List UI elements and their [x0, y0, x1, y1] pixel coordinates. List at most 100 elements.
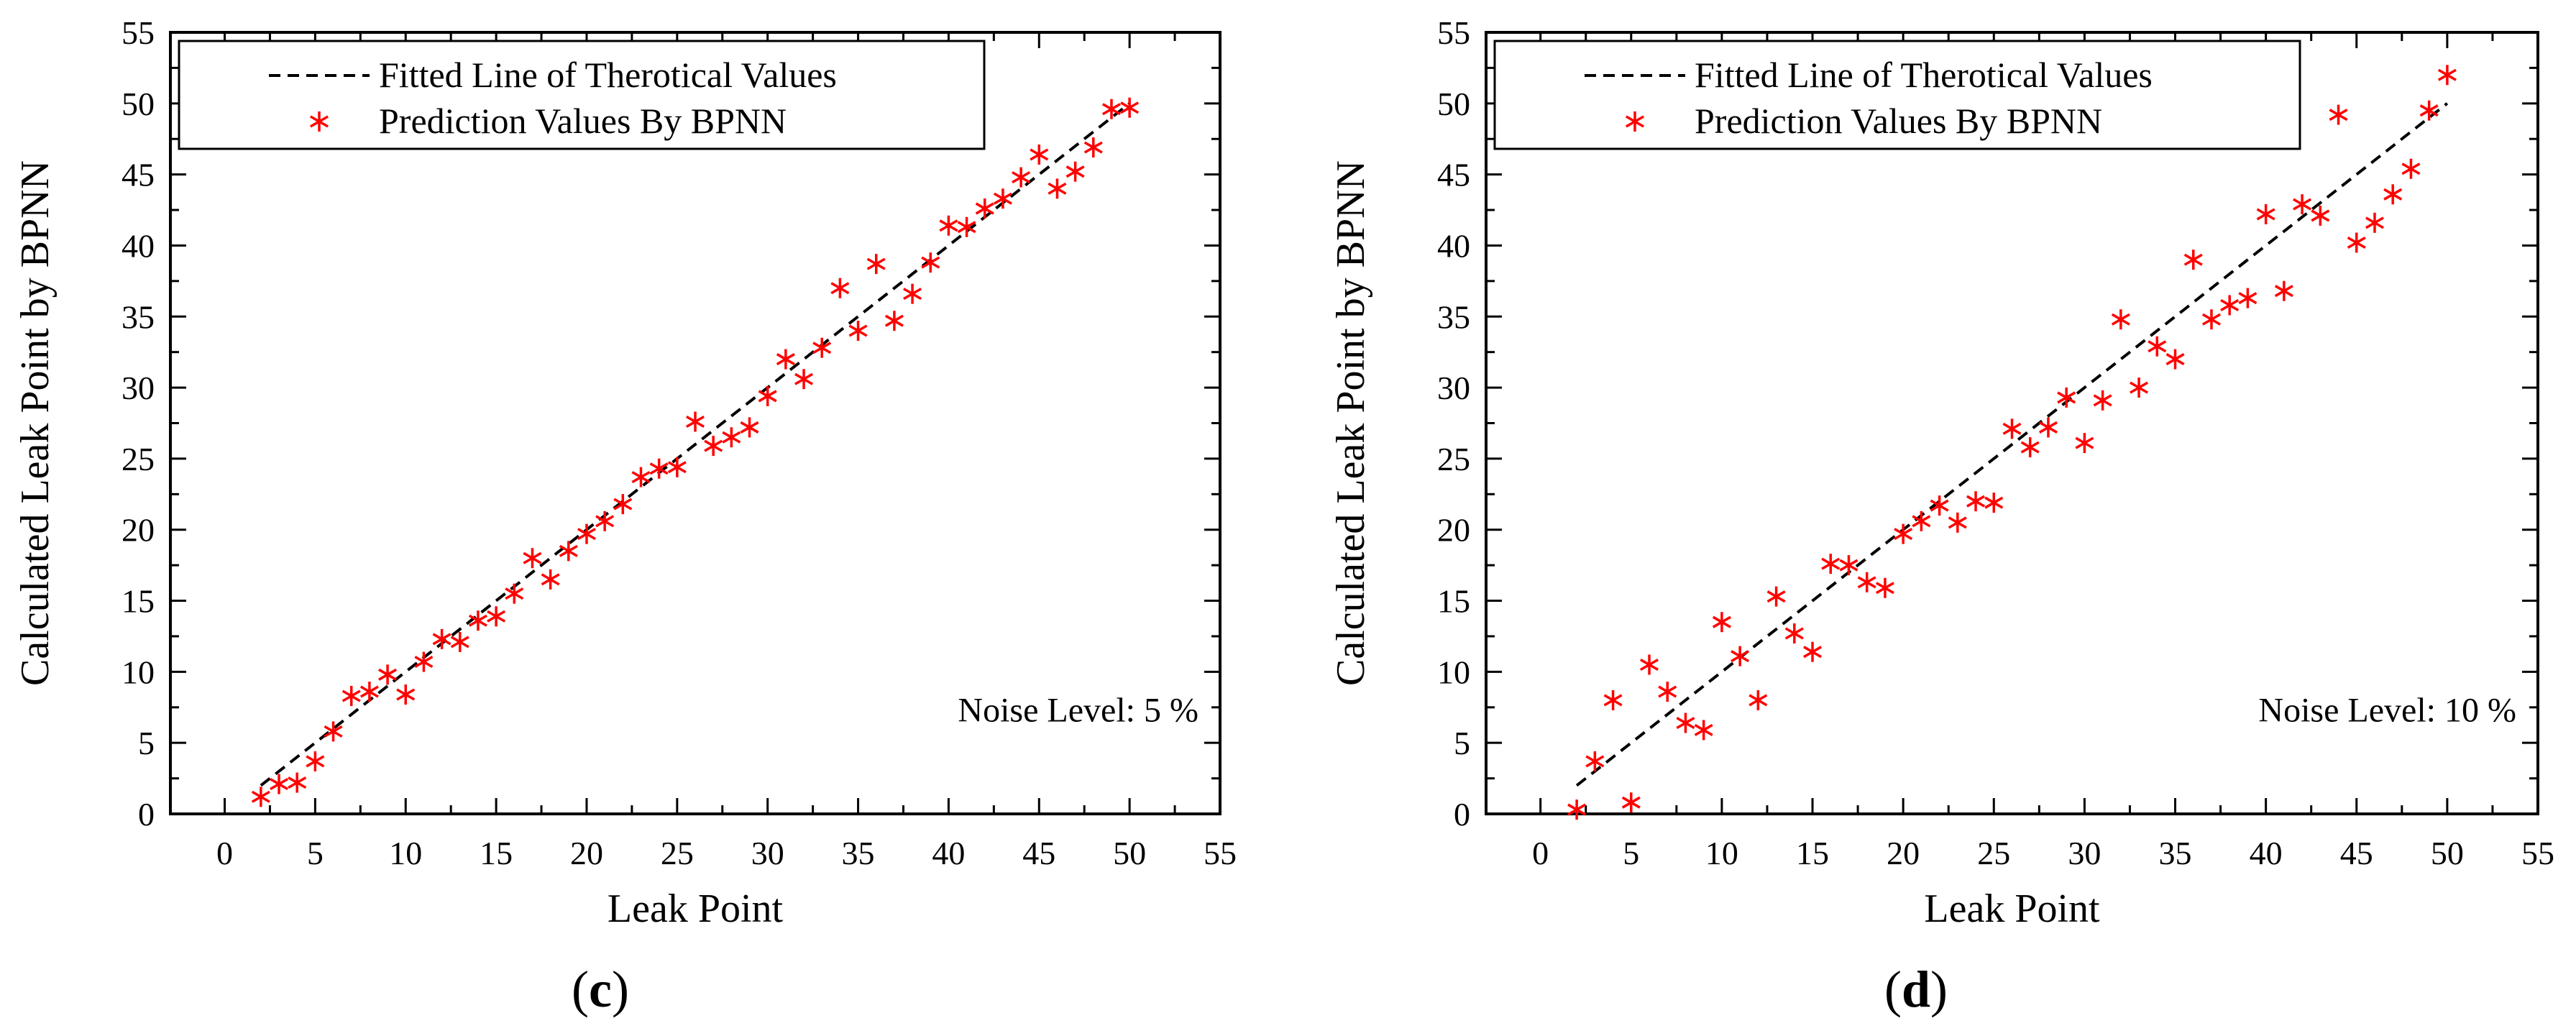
- x-tick-label: 35: [2159, 835, 2192, 871]
- data-point: [1030, 144, 1049, 165]
- data-point: [1603, 690, 1623, 710]
- data-point: [975, 198, 994, 219]
- data-point: [359, 682, 379, 702]
- data-point: [1784, 623, 1804, 644]
- y-tick-label: 50: [122, 86, 155, 122]
- data-point: [2201, 309, 2221, 330]
- y-tick-label: 55: [1437, 14, 1470, 51]
- data-point: [2347, 232, 2366, 253]
- data-point: [2365, 212, 2384, 233]
- fitted-line: [260, 102, 1131, 787]
- y-tick-label: 45: [1437, 157, 1470, 193]
- x-tick-label: 15: [480, 835, 513, 871]
- caption-letter: c: [589, 961, 612, 1018]
- data-point: [450, 631, 469, 652]
- data-point: [414, 651, 434, 672]
- data-point: [1012, 167, 1031, 188]
- data-point: [758, 385, 777, 406]
- data-point: [505, 583, 524, 604]
- y-tick-label: 40: [1437, 227, 1470, 264]
- data-point: [2111, 309, 2130, 330]
- y-tick-label: 30: [122, 370, 155, 406]
- caption-letter: d: [1902, 961, 1930, 1018]
- x-tick-label: 15: [1796, 835, 1829, 871]
- data-point: [1821, 554, 1841, 574]
- x-tick-label: 40: [932, 835, 965, 871]
- data-point: [396, 684, 416, 705]
- data-point: [1567, 800, 1587, 820]
- data-point: [1857, 572, 1876, 592]
- y-tick-label: 0: [1454, 796, 1470, 833]
- x-tick-label: 50: [1113, 835, 1146, 871]
- x-tick-label: 55: [2521, 835, 2554, 871]
- y-tick-label: 30: [1437, 370, 1470, 406]
- data-point: [2020, 437, 2040, 458]
- y-tick-label: 35: [122, 298, 155, 335]
- legend-line-label: Fitted Line of Therotical Values: [1695, 55, 2153, 95]
- data-point: [1640, 654, 1659, 675]
- data-point: [993, 188, 1012, 209]
- x-tick-label: 0: [216, 835, 233, 871]
- x-axis-title: Leak Point: [1924, 887, 2100, 931]
- data-point: [704, 436, 723, 457]
- data-point: [2165, 349, 2185, 370]
- legend-line-label: Fitted Line of Therotical Values: [379, 55, 837, 95]
- x-tick-label: 45: [2340, 835, 2373, 871]
- caption-open-paren: (: [572, 961, 589, 1018]
- data-point: [1930, 495, 1949, 516]
- x-tick-label: 50: [2431, 835, 2464, 871]
- data-point: [722, 427, 741, 448]
- data-point: [1585, 751, 1605, 771]
- legend-points-label: Prediction Values By BPNN: [1695, 101, 2102, 141]
- data-point: [2238, 288, 2258, 308]
- data-point: [324, 721, 343, 742]
- data-point: [2311, 205, 2330, 226]
- data-point: [830, 278, 850, 298]
- data-point: [794, 369, 814, 390]
- data-point: [631, 467, 651, 487]
- data-point: [776, 349, 795, 370]
- data-point: [686, 411, 705, 432]
- y-tick-label: 50: [1437, 86, 1470, 122]
- noise-level-annotation: Noise Level: 10 %: [2258, 692, 2516, 730]
- panel-caption: (d): [1884, 961, 1948, 1018]
- data-point: [1803, 641, 1823, 662]
- data-point: [1083, 137, 1103, 158]
- data-point: [812, 337, 832, 358]
- data-point: [2329, 104, 2348, 125]
- legend-box: [1493, 40, 2301, 150]
- data-point: [2130, 377, 2149, 398]
- data-point: [523, 548, 542, 569]
- data-point: [1748, 690, 1768, 710]
- y-tick-label: 20: [122, 512, 155, 549]
- y-tick-label: 5: [138, 725, 155, 761]
- y-tick-label: 15: [122, 583, 155, 620]
- data-point: [903, 283, 922, 304]
- data-point: [2220, 295, 2240, 316]
- data-point: [1048, 178, 1067, 199]
- data-point: [487, 606, 506, 627]
- data-point: [378, 664, 398, 685]
- y-tick-label: 25: [1437, 441, 1470, 477]
- data-point: [1912, 510, 1931, 531]
- y-tick-label: 55: [122, 14, 155, 51]
- data-point: [1966, 491, 1986, 512]
- x-tick-label: 35: [842, 835, 875, 871]
- data-point: [667, 457, 687, 477]
- legend: Fitted Line of Therotical Values Predicti…: [178, 40, 986, 150]
- data-point: [432, 628, 452, 649]
- data-point: [740, 417, 759, 438]
- x-tick-label: 40: [2250, 835, 2283, 871]
- data-point: [939, 215, 958, 236]
- x-tick-label: 25: [661, 835, 694, 871]
- data-point: [2274, 280, 2293, 301]
- data-point: [2075, 433, 2094, 454]
- data-point: [468, 610, 487, 631]
- data-point: [848, 321, 868, 342]
- data-point: [1948, 512, 1967, 533]
- caption-open-paren: (: [1884, 961, 1902, 1018]
- data-point: [288, 772, 307, 793]
- panel-d: 0 5 10 15 20 25 30 35 40 45 50 55 0 5 10 15 20 25 30 35 40 45…: [1329, 14, 2554, 1018]
- data-point: [2148, 336, 2167, 357]
